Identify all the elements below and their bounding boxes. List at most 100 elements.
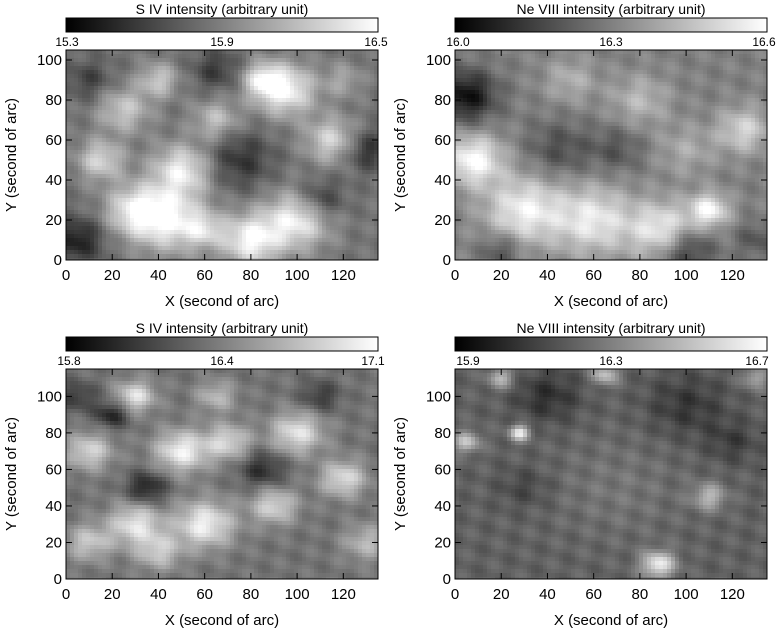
- heatmap-cell: [270, 126, 275, 131]
- heatmap-cell: [110, 122, 115, 127]
- heatmap-cell: [358, 78, 363, 83]
- heatmap-cell: [338, 170, 343, 175]
- heatmap-cell: [627, 82, 632, 87]
- heatmap-cell: [338, 162, 343, 167]
- heatmap-cell: [130, 210, 135, 215]
- heatmap-cell: [282, 210, 287, 215]
- heatmap-cell: [326, 238, 331, 243]
- heatmap-cell: [326, 62, 331, 67]
- heatmap-cell: [322, 66, 327, 71]
- heatmap-cell: [270, 134, 275, 139]
- heatmap-cell: [711, 86, 716, 91]
- heatmap-cell: [194, 122, 199, 127]
- heatmap-cell: [759, 62, 764, 67]
- heatmap-cell: [118, 70, 123, 75]
- heatmap-cell: [314, 186, 319, 191]
- heatmap-cell: [278, 242, 283, 247]
- heatmap-cell: [150, 90, 155, 95]
- heatmap-cell: [194, 246, 199, 251]
- heatmap-cell: [366, 174, 371, 179]
- heatmap-cell: [198, 170, 203, 175]
- heatmap-cell: [282, 86, 287, 91]
- heatmap-cell: [314, 58, 319, 63]
- heatmap-cell: [202, 162, 207, 167]
- heatmap-cell: [258, 122, 263, 127]
- heatmap-cell: [258, 194, 263, 199]
- heatmap-cell: [198, 194, 203, 199]
- heatmap-cell: [242, 210, 247, 215]
- heatmap-cell: [555, 58, 560, 63]
- heatmap-cell: [102, 234, 107, 239]
- heatmap-cell: [210, 86, 215, 91]
- heatmap-cell: [138, 198, 143, 203]
- heatmap-cell: [106, 210, 111, 215]
- heatmap-cell: [266, 234, 271, 239]
- heatmap-cell: [278, 82, 283, 87]
- heatmap-cell: [158, 258, 163, 261]
- heatmap-cell: [126, 258, 131, 261]
- heatmap-cell: [78, 94, 83, 99]
- heatmap-cell: [354, 142, 359, 147]
- heatmap-cell: [274, 102, 279, 107]
- heatmap-cell: [234, 98, 239, 103]
- heatmap-cell: [310, 138, 315, 143]
- heatmap-cell: [354, 54, 359, 59]
- heatmap-cell: [334, 178, 339, 183]
- heatmap-cell: [499, 82, 504, 87]
- heatmap-cell: [154, 50, 159, 55]
- heatmap-cell: [238, 226, 243, 231]
- heatmap-cell: [346, 230, 351, 235]
- heatmap-cell: [66, 234, 71, 239]
- heatmap-cell: [627, 78, 632, 83]
- heatmap-cell: [374, 66, 379, 71]
- heatmap-cell: [162, 166, 167, 171]
- heatmap-cell: [222, 98, 227, 103]
- heatmap-cell: [370, 150, 375, 155]
- heatmap-cell: [174, 102, 179, 107]
- heatmap-cell: [735, 58, 740, 63]
- heatmap-cell: [302, 238, 307, 243]
- heatmap-cell: [110, 226, 115, 231]
- heatmap-cell: [286, 222, 291, 227]
- heatmap-cell: [98, 250, 103, 255]
- heatmap-cell: [238, 182, 243, 187]
- heatmap-cell: [182, 150, 187, 155]
- heatmap-cell: [186, 90, 191, 95]
- heatmap-cell: [491, 66, 496, 71]
- heatmap-cell: [70, 130, 75, 135]
- heatmap-cell: [118, 66, 123, 71]
- heatmap-cell: [166, 254, 171, 259]
- heatmap-cell: [186, 206, 191, 211]
- heatmap-cell: [310, 202, 315, 207]
- heatmap-cell: [90, 226, 95, 231]
- heatmap-cell: [114, 258, 119, 261]
- heatmap-cell: [158, 230, 163, 235]
- heatmap-cell: [98, 78, 103, 83]
- heatmap-cell: [695, 86, 700, 91]
- heatmap-cell: [98, 242, 103, 247]
- heatmap-cell: [519, 74, 524, 79]
- heatmap-cell: [70, 202, 75, 207]
- heatmap-cell: [174, 210, 179, 215]
- heatmap-cell: [262, 118, 267, 123]
- heatmap-cell: [210, 58, 215, 63]
- heatmap-cell: [78, 226, 83, 231]
- heatmap-cell: [254, 162, 259, 167]
- heatmap-cell: [651, 74, 656, 79]
- heatmap-cell: [615, 54, 620, 59]
- heatmap-cell: [314, 246, 319, 251]
- heatmap-cell: [326, 178, 331, 183]
- heatmap-cell: [659, 66, 664, 71]
- heatmap-cell: [346, 138, 351, 143]
- heatmap-cell: [290, 126, 295, 131]
- heatmap-cell: [226, 206, 231, 211]
- heatmap-cell: [190, 174, 195, 179]
- heatmap-cell: [106, 226, 111, 231]
- heatmap-cell: [150, 74, 155, 79]
- heatmap-cell: [571, 86, 576, 91]
- colorbar-tick-label: 16.5: [364, 35, 388, 49]
- heatmap-cell: [322, 126, 327, 131]
- heatmap-cell: [198, 82, 203, 87]
- heatmap-cell: [354, 178, 359, 183]
- heatmap-cell: [170, 238, 175, 243]
